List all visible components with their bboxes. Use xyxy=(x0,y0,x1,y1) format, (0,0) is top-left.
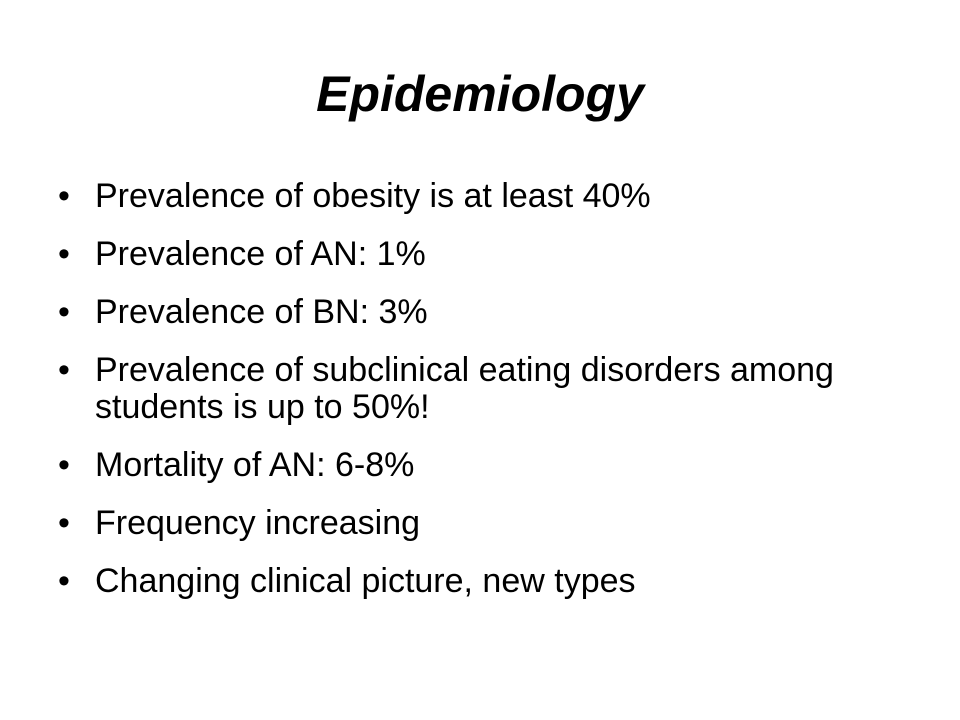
bullet-text: Changing clinical picture, new types xyxy=(95,562,636,600)
bullet-item: • Prevalence of AN: 1% xyxy=(58,236,888,273)
bullet-text: Frequency increasing xyxy=(95,504,421,542)
bullet-item: • Changing clinical picture, new types xyxy=(58,563,888,600)
bullet-marker: • xyxy=(58,351,70,389)
bullet-text: Prevalence of BN: 3% xyxy=(95,293,428,331)
slide-title: Epidemiology xyxy=(316,66,644,122)
bullet-item: • Prevalence of subclinical eating disord… xyxy=(58,352,888,426)
bullet-text: Prevalence of AN: 1% xyxy=(95,235,426,273)
bullet-marker: • xyxy=(58,446,70,484)
bullet-item: • Frequency increasing xyxy=(58,505,888,542)
bullet-item: • Prevalence of BN: 3% xyxy=(58,294,888,331)
bullet-item: • Mortality of AN: 6-8% xyxy=(58,447,888,484)
bullet-list: • Prevalence of obesity is at least 40% • P… xyxy=(58,178,888,621)
bullet-marker: • xyxy=(58,177,70,215)
bullet-marker: • xyxy=(58,562,70,600)
bullet-text: Mortality of AN: 6-8% xyxy=(95,446,415,484)
bullet-marker: • xyxy=(58,293,70,331)
bullet-marker: • xyxy=(58,235,70,273)
bullet-text: Prevalence of subclinical eating disorde… xyxy=(95,351,834,426)
bullet-marker: • xyxy=(58,504,70,542)
bullet-text: Prevalence of obesity is at least 40% xyxy=(95,177,651,215)
bullet-item: • Prevalence of obesity is at least 40% xyxy=(58,178,888,215)
